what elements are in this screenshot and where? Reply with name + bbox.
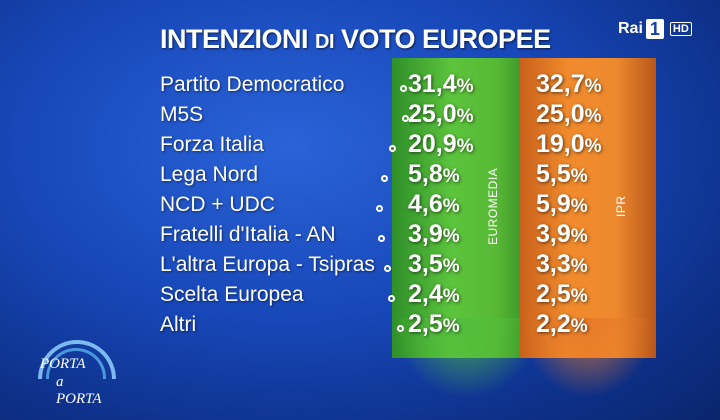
party-name: L'altra Europa - Tsipras bbox=[160, 253, 375, 276]
bullet-icon bbox=[402, 115, 409, 122]
party-name: Fratelli d'Italia - AN bbox=[160, 223, 336, 246]
bullet-icon bbox=[389, 145, 396, 152]
ipr-value: 3,3% bbox=[536, 250, 588, 278]
euromedia-value: 2,4% bbox=[408, 280, 460, 308]
euromedia-value: 4,6% bbox=[408, 190, 460, 218]
ipr-value: 19,0% bbox=[536, 130, 602, 158]
euromedia-value: 31,4% bbox=[408, 70, 474, 98]
bullet-icon bbox=[381, 175, 388, 182]
title-word-2: DI bbox=[315, 31, 335, 53]
party-name: Partito Democratico bbox=[160, 73, 345, 96]
euromedia-value: 5,8% bbox=[408, 160, 460, 188]
bullet-icon bbox=[388, 295, 395, 302]
hd-badge: HD bbox=[669, 22, 692, 36]
bullet-icon bbox=[397, 325, 404, 332]
ipr-band bbox=[520, 58, 656, 398]
euromedia-value: 3,9% bbox=[408, 220, 460, 248]
channel-logo: Rai 1 HD bbox=[618, 19, 692, 39]
show-logo: PORTA a PORTA bbox=[38, 340, 116, 407]
party-name: Lega Nord bbox=[160, 163, 259, 186]
title-word-3: VOTO EUROPEE bbox=[341, 24, 551, 54]
ipr-value: 5,9% bbox=[536, 190, 588, 218]
euromedia-band bbox=[392, 58, 542, 398]
table-row: Forza Italia 20,9% 19,0% bbox=[0, 130, 720, 163]
euromedia-value: 25,0% bbox=[408, 100, 474, 128]
euromedia-value: 2,5% bbox=[408, 310, 460, 338]
table-row: Altri 2,5% 2,2% bbox=[0, 310, 720, 343]
channel-brand: Rai bbox=[618, 20, 643, 37]
bullet-icon bbox=[376, 205, 383, 212]
ipr-value: 2,2% bbox=[536, 310, 588, 338]
series-label-ipr: IPR bbox=[614, 195, 628, 217]
title-word-1: INTENZIONI bbox=[160, 24, 309, 54]
table-row: Scelta Europea 2,4% 2,5% bbox=[0, 280, 720, 313]
table-row: M5S 25,0% 25,0% bbox=[0, 100, 720, 133]
page-title: INTENZIONI DI VOTO EUROPEE bbox=[160, 24, 551, 55]
bullet-icon bbox=[384, 265, 391, 272]
party-name: Forza Italia bbox=[160, 133, 264, 156]
bullet-icon bbox=[400, 85, 407, 92]
show-logo-line1: PORTA bbox=[40, 356, 86, 372]
table-row: NCD + UDC 4,6% 5,9% bbox=[0, 190, 720, 223]
table-row: Fratelli d'Italia - AN 3,9% 3,9% bbox=[0, 220, 720, 253]
channel-number: 1 bbox=[645, 19, 664, 39]
ipr-value: 2,5% bbox=[536, 280, 588, 308]
party-name: Scelta Europea bbox=[160, 283, 304, 306]
euromedia-value: 20,9% bbox=[408, 130, 474, 158]
table-row: L'altra Europa - Tsipras 3,5% 3,3% bbox=[0, 250, 720, 283]
bullet-icon bbox=[378, 235, 385, 242]
euromedia-value: 3,5% bbox=[408, 250, 460, 278]
ipr-value: 3,9% bbox=[536, 220, 588, 248]
show-logo-line2: a PORTA bbox=[56, 374, 102, 407]
ipr-value: 5,5% bbox=[536, 160, 588, 188]
ipr-value: 32,7% bbox=[536, 70, 602, 98]
party-name: Altri bbox=[160, 313, 197, 336]
ipr-value: 25,0% bbox=[536, 100, 602, 128]
series-label-euromedia: EUROMEDIA bbox=[486, 167, 500, 245]
table-row: Partito Democratico 31,4% 32,7% bbox=[0, 70, 720, 103]
party-name: M5S bbox=[160, 103, 204, 126]
party-name: NCD + UDC bbox=[160, 193, 275, 216]
table-row: Lega Nord 5,8% 5,5% bbox=[0, 160, 720, 193]
